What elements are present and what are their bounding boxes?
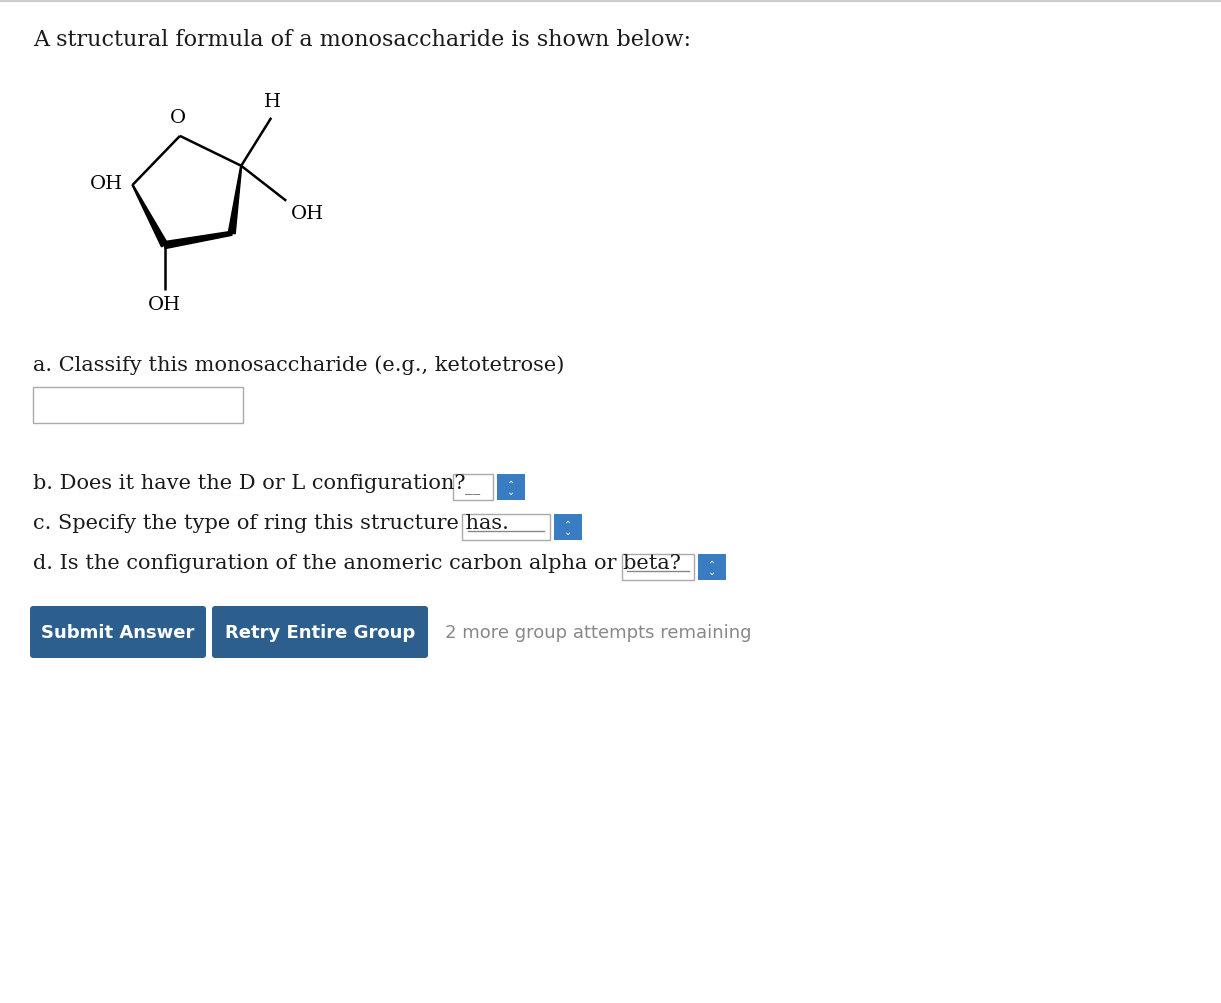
Text: d. Is the configuration of the anomeric carbon alpha or beta?: d. Is the configuration of the anomeric … bbox=[33, 554, 681, 573]
FancyBboxPatch shape bbox=[462, 515, 549, 541]
Text: ⌃
⌄: ⌃ ⌄ bbox=[564, 519, 573, 537]
Text: H: H bbox=[264, 92, 281, 110]
Text: Submit Answer: Submit Answer bbox=[42, 624, 194, 641]
FancyBboxPatch shape bbox=[698, 555, 726, 581]
Text: OH: OH bbox=[148, 296, 181, 314]
Text: b. Does it have the D or L configuration?: b. Does it have the D or L configuration… bbox=[33, 473, 465, 492]
Text: OH: OH bbox=[292, 205, 325, 223]
Text: a. Classify this monosaccharide (e.g., ketotetrose): a. Classify this monosaccharide (e.g., k… bbox=[33, 355, 564, 374]
Polygon shape bbox=[132, 186, 167, 248]
Text: __: __ bbox=[465, 480, 481, 494]
Text: O: O bbox=[170, 108, 186, 126]
Text: Retry Entire Group: Retry Entire Group bbox=[225, 624, 415, 641]
FancyBboxPatch shape bbox=[453, 474, 493, 500]
FancyBboxPatch shape bbox=[497, 474, 525, 500]
FancyBboxPatch shape bbox=[621, 555, 694, 581]
Text: c. Specify the type of ring this structure has.: c. Specify the type of ring this structu… bbox=[33, 514, 509, 533]
Text: OH: OH bbox=[89, 175, 122, 193]
Text: A structural formula of a monosaccharide is shown below:: A structural formula of a monosaccharide… bbox=[33, 29, 691, 51]
Text: 2 more group attempts remaining: 2 more group attempts remaining bbox=[444, 624, 751, 641]
FancyBboxPatch shape bbox=[31, 607, 206, 658]
Text: ⌃
⌄: ⌃ ⌄ bbox=[507, 478, 515, 496]
FancyBboxPatch shape bbox=[33, 387, 243, 423]
Polygon shape bbox=[164, 232, 232, 250]
Text: ⌃
⌄: ⌃ ⌄ bbox=[708, 559, 716, 577]
FancyBboxPatch shape bbox=[212, 607, 429, 658]
FancyBboxPatch shape bbox=[554, 515, 582, 541]
Polygon shape bbox=[228, 166, 242, 235]
